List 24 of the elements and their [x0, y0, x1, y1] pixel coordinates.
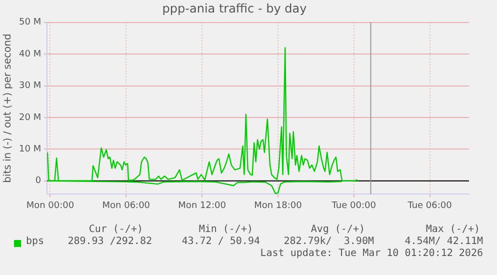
- x-tick-label: Mon 12:00: [178, 200, 226, 211]
- y-tick-label: 40 M: [19, 49, 42, 60]
- x-tick-label: Mon 06:00: [102, 200, 150, 211]
- x-tick-label: Tue 06:00: [406, 200, 452, 211]
- y-tick-label: 0: [35, 176, 42, 186]
- text: Cur (-/+): [88, 224, 143, 235]
- text: 4.54M/ 42.11M: [404, 236, 483, 247]
- text: 282.79k/ 3.90M: [284, 236, 374, 247]
- chart-title: ppp-ania traffic - by day: [162, 1, 307, 16]
- text: Avg (-/+): [310, 224, 365, 235]
- y-tick-label: 20 M: [19, 112, 42, 123]
- text: 43.72 / 50.94: [182, 236, 260, 247]
- y-axis-title: bits in (-) / out (+) per second: [2, 34, 14, 183]
- x-tick-label: Mon 18:00: [254, 200, 302, 211]
- y-tick-label: 30 M: [19, 81, 42, 92]
- legend-label: bps: [26, 236, 44, 247]
- text: Min (-/+): [198, 224, 253, 235]
- y-tick-label: 50 M: [19, 18, 42, 28]
- text: 289.93 /292.82: [68, 236, 152, 247]
- x-tick-label: Mon 00:00: [26, 200, 74, 211]
- y-tick-label: 10 M: [19, 144, 42, 155]
- x-tick-label: Tue 00:00: [330, 200, 376, 211]
- text: Last update: Tue Mar 10 01:20:12 2026: [260, 248, 483, 259]
- text: Max (-/+): [426, 224, 480, 235]
